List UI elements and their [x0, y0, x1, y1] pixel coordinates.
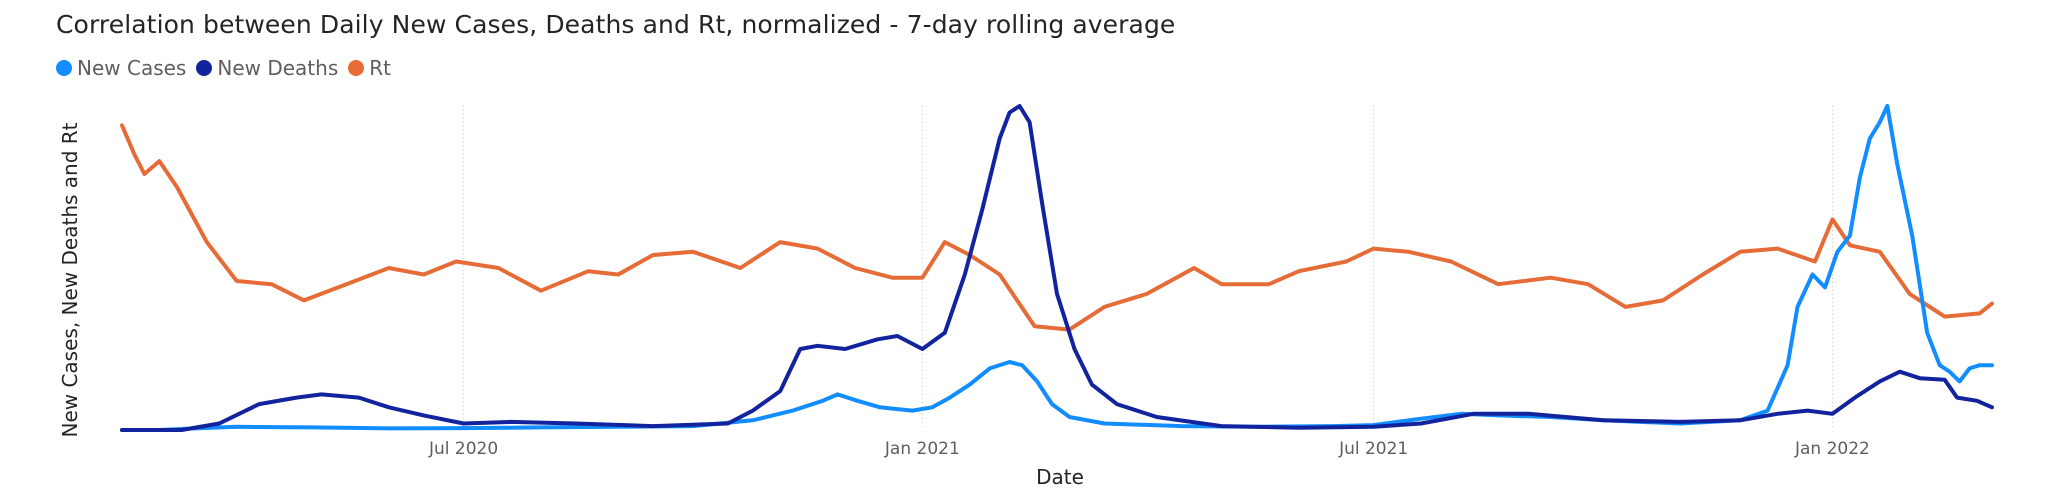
x-axis-ticks: Jul 2020 Jan 2021 Jul 2021 Jan 2022: [428, 439, 1870, 459]
legend-marker-new-cases: [56, 60, 72, 76]
series-line-new-deaths[interactable]: [120, 104, 1994, 432]
chart-title: Correlation between Daily New Cases, Dea…: [56, 10, 1176, 39]
legend-label-rt: Rt: [369, 56, 391, 80]
x-tick-label-3: Jan 2022: [1794, 439, 1870, 459]
legend: New Cases New Deaths Rt: [56, 56, 401, 80]
legend-item-rt[interactable]: Rt: [348, 56, 391, 80]
legend-marker-rt: [348, 60, 365, 76]
x-tick-label-0: Jul 2020: [428, 439, 498, 459]
legend-label-new-deaths: New Deaths: [217, 56, 339, 80]
legend-label-new-cases: New Cases: [77, 56, 187, 80]
series-line-rt[interactable]: [120, 123, 1994, 332]
grid-lines: [463, 106, 1833, 430]
x-tick-label-2: Jul 2021: [1338, 439, 1408, 459]
y-axis-title: New Cases, New Deaths and Rt: [58, 122, 82, 437]
legend-item-new-deaths[interactable]: New Deaths: [196, 56, 338, 80]
x-axis-title: Date: [1036, 465, 1084, 489]
legend-item-new-cases[interactable]: New Cases: [56, 56, 186, 80]
x-tick-label-1: Jan 2021: [884, 439, 960, 459]
series-lines: [120, 104, 1994, 432]
legend-marker-new-deaths: [196, 60, 213, 76]
